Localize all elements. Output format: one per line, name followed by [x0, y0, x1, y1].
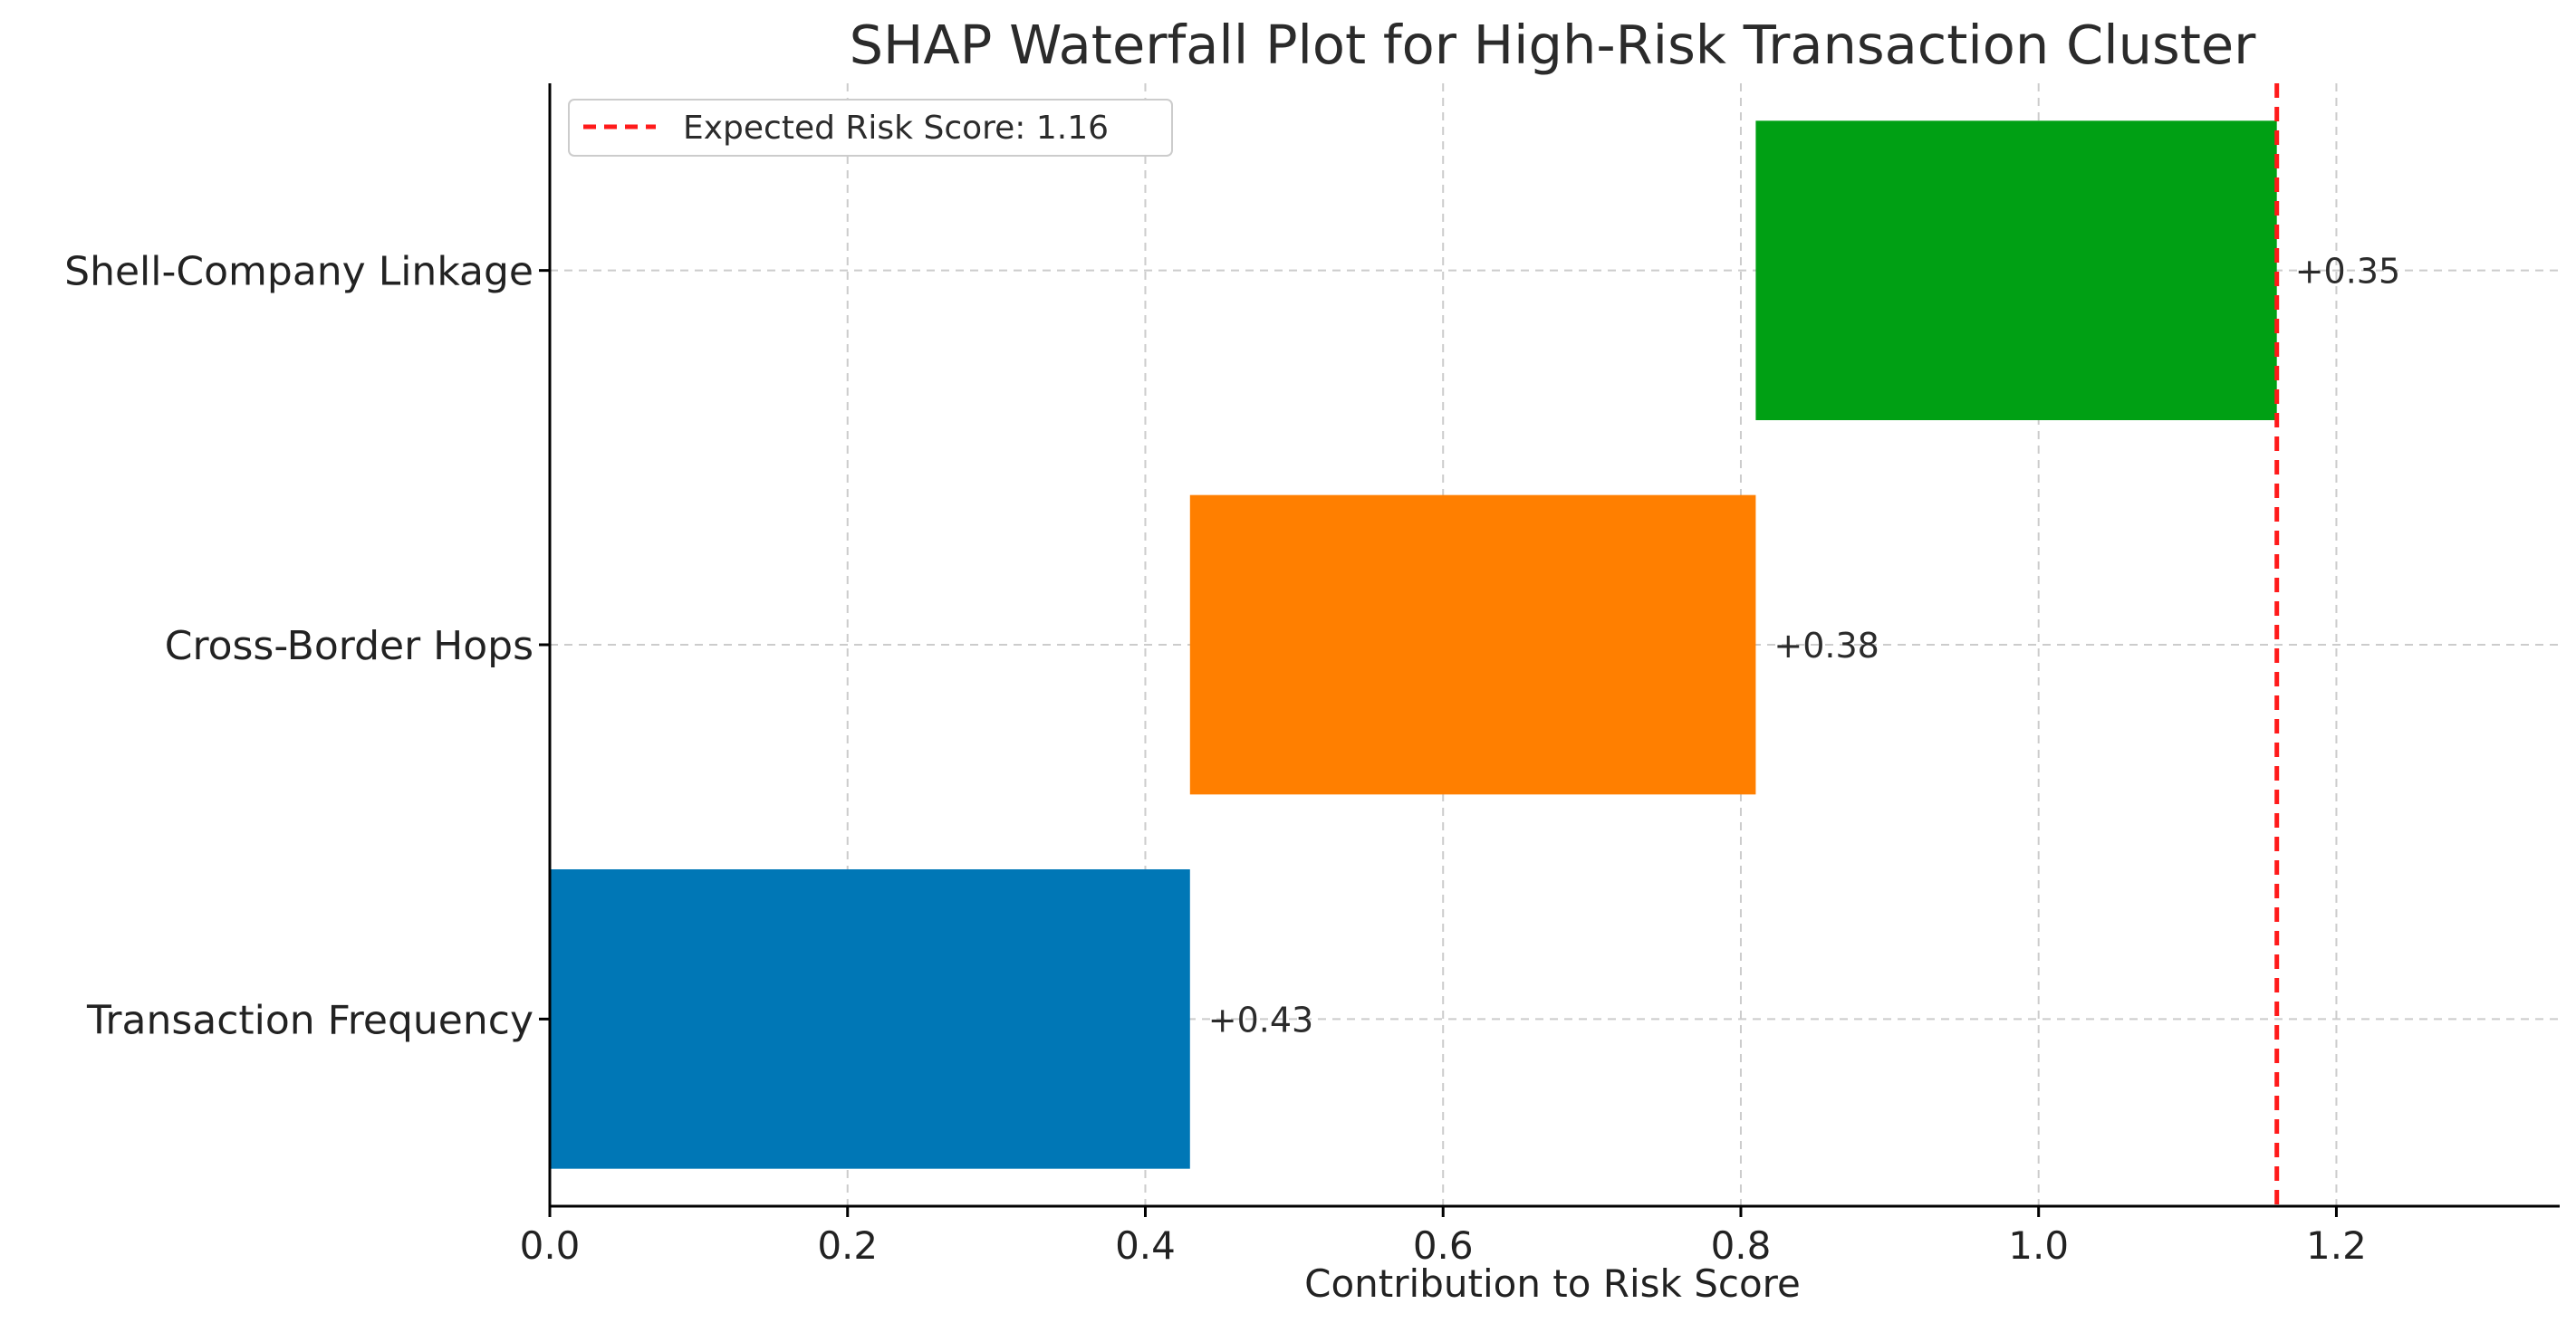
bar-transaction-frequency: [550, 869, 1190, 1169]
x-tick-label: 0.8: [1711, 1223, 1772, 1268]
x-tick-label: 1.0: [2008, 1223, 2069, 1268]
chart-title: SHAP Waterfall Plot for High-Risk Transa…: [850, 14, 2257, 76]
bar-value-label: +0.43: [1208, 1000, 1313, 1040]
x-tick-label: 0.4: [1115, 1223, 1176, 1268]
x-tick-label: 0.2: [817, 1223, 878, 1268]
category-label: Transaction Frequency: [86, 997, 533, 1043]
bar-shell-company-linkage: [1755, 120, 2277, 421]
axis-layer: [539, 83, 2560, 1217]
x-tick-label: 1.2: [2306, 1223, 2367, 1268]
category-label: Shell-Company Linkage: [64, 249, 533, 295]
bar-value-label: +0.38: [1773, 626, 1879, 666]
bar-cross-border-hops: [1189, 494, 1756, 795]
bar-layer: [550, 120, 2277, 1169]
label-layer: 0.0 0.2 0.4 0.6 0.8 1.0 1.2 Transaction Frequen…: [64, 83, 2400, 1268]
bar-value-label: +0.35: [2295, 252, 2400, 292]
legend-label: Expected Risk Score: 1.16: [683, 110, 1109, 147]
x-tick-label: 0.0: [520, 1223, 581, 1268]
category-label: Cross-Border Hops: [165, 623, 533, 669]
legend-box: [568, 99, 1173, 157]
x-axis-label: Contribution to Risk Score: [1304, 1261, 1801, 1306]
x-tick-label: 0.6: [1413, 1223, 1474, 1268]
legend: Expected Risk Score: 1.16: [568, 99, 1173, 157]
